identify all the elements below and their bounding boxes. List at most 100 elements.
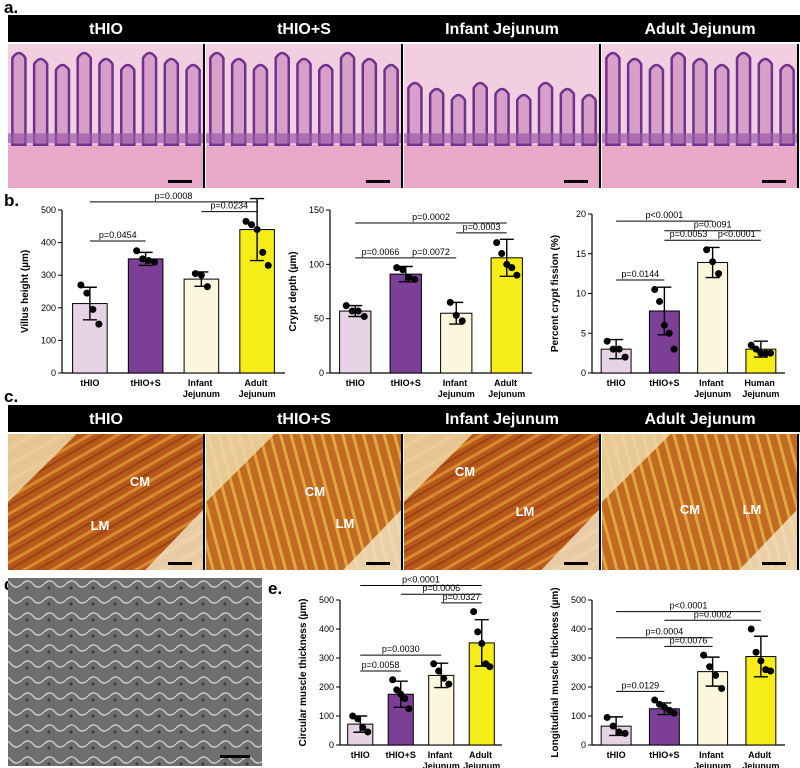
x-tick-label: Adult Jejunum xyxy=(742,750,779,768)
villus xyxy=(98,57,114,147)
data-point xyxy=(264,261,272,269)
p-value: p=0.0066 xyxy=(362,247,400,257)
data-point xyxy=(615,345,623,353)
data-point xyxy=(197,271,205,279)
villus xyxy=(141,51,158,147)
data-point xyxy=(513,271,521,279)
data-point xyxy=(752,345,760,353)
data-point xyxy=(747,625,755,633)
data-point xyxy=(145,257,153,265)
villus xyxy=(515,93,532,147)
data-point xyxy=(718,684,726,692)
y-tick-label: 5 xyxy=(581,328,586,338)
y-axis-label: Percent crypt fission (%) xyxy=(550,235,561,352)
data-point xyxy=(660,321,668,329)
error-bar xyxy=(499,238,514,277)
villus xyxy=(76,51,93,147)
villus xyxy=(494,87,510,147)
data-point xyxy=(757,349,765,357)
p-value: p=0.0327 xyxy=(443,592,481,602)
y-tick-label: 0 xyxy=(319,368,324,378)
villus xyxy=(537,81,554,147)
data-point xyxy=(354,307,362,315)
data-point xyxy=(752,648,760,656)
data-point xyxy=(715,270,723,278)
p-value: p=0.0053 xyxy=(670,229,708,239)
y-tick-label: 50 xyxy=(314,314,324,324)
scale-bar xyxy=(366,562,390,565)
data-point xyxy=(706,663,714,671)
data-point xyxy=(401,695,409,703)
data-point xyxy=(615,728,623,736)
bar xyxy=(183,278,220,374)
villus xyxy=(428,87,445,147)
villus xyxy=(626,57,643,147)
villus xyxy=(185,63,201,147)
bar xyxy=(389,273,422,374)
data-point xyxy=(700,651,708,659)
crypt-layer xyxy=(206,133,402,144)
data-point xyxy=(191,270,199,278)
y-tick-label: 500 xyxy=(571,595,586,605)
bar xyxy=(127,258,164,374)
column-header: tHIO xyxy=(89,21,123,38)
p-value: p<0.0001 xyxy=(402,575,440,585)
bar xyxy=(72,303,108,374)
villus xyxy=(296,57,312,147)
x-tick-label: Adult Jejunum xyxy=(239,378,276,399)
muscle-label: CM xyxy=(305,484,325,499)
y-axis-label: Longitudinal muscle thickness (µm) xyxy=(550,587,561,757)
data-point xyxy=(342,302,350,310)
panel-label: c. xyxy=(4,387,18,406)
y-tick-label: 10 xyxy=(576,289,586,299)
scale-bar xyxy=(220,755,250,758)
y-tick-label: 15 xyxy=(576,249,586,259)
x-tick-label: tHIO+S xyxy=(649,750,679,760)
header-bar xyxy=(8,15,800,42)
data-point xyxy=(83,289,91,297)
scale-bar xyxy=(762,180,786,183)
connective-tissue xyxy=(145,508,204,570)
column-header: tHIO xyxy=(89,411,123,428)
x-tick-label: tHIO xyxy=(607,378,626,388)
connective-tissue xyxy=(541,508,600,570)
y-tick-label: 150 xyxy=(309,205,324,215)
data-point xyxy=(670,345,678,353)
crypt-layer xyxy=(404,133,600,144)
data-point xyxy=(446,298,454,306)
data-point xyxy=(493,239,501,247)
scale-bar xyxy=(168,562,192,565)
column-header: Adult Jejunum xyxy=(644,411,755,428)
x-tick-label: tHIO+S xyxy=(649,378,679,388)
data-point xyxy=(248,221,256,229)
muscle-label: LM xyxy=(516,504,535,519)
panel-label: a. xyxy=(4,0,18,17)
data-point xyxy=(95,320,103,328)
villus xyxy=(11,51,27,147)
villus xyxy=(559,87,576,147)
villus xyxy=(472,81,489,147)
scale-bar xyxy=(168,180,192,183)
y-tick-label: 100 xyxy=(41,335,56,345)
x-tick-label: Infant Jejunum xyxy=(183,378,220,399)
villus xyxy=(274,51,291,147)
x-tick-label: Infant Jejunum xyxy=(694,750,731,768)
muscle-label: CM xyxy=(680,502,700,517)
villus xyxy=(163,57,180,147)
data-point xyxy=(747,341,755,349)
bar xyxy=(339,310,372,374)
data-point xyxy=(259,248,267,256)
bar xyxy=(697,261,729,374)
data-point xyxy=(399,266,407,274)
data-point xyxy=(757,657,765,665)
data-point xyxy=(389,676,397,684)
y-axis-label: Circular muscle thickness (µm) xyxy=(298,598,309,746)
y-tick-label: 400 xyxy=(41,238,56,248)
y-tick-label: 200 xyxy=(319,682,334,692)
y-tick-label: 0 xyxy=(51,368,56,378)
error-bar xyxy=(705,656,720,687)
villus xyxy=(581,93,597,147)
scale-bar xyxy=(564,562,588,565)
data-point xyxy=(651,286,659,294)
column-header: Infant Jejunum xyxy=(445,21,559,38)
